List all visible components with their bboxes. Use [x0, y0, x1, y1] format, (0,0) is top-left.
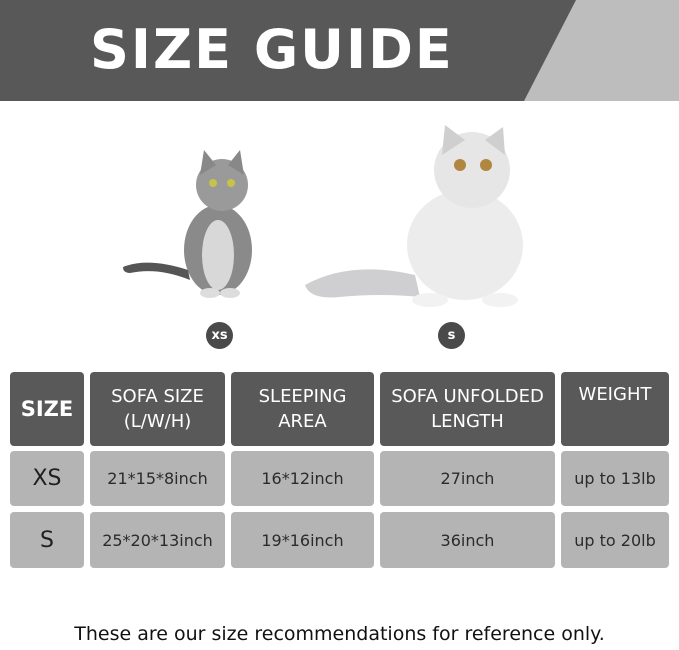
row-s-sleeping-area: 19*16inch: [231, 512, 374, 568]
row-xs-sofa-size: 21*15*8inch: [90, 451, 225, 506]
size-badge-s: s: [438, 322, 465, 349]
header-weight: WEIGHT: [561, 372, 669, 446]
header-sleeping-area: SLEEPING AREA: [231, 372, 374, 446]
persian-cat-image: [305, 125, 523, 307]
size-badge-xs: xs: [206, 322, 233, 349]
header-accent-stripe: [524, 0, 679, 101]
row-s-size: S: [10, 512, 84, 568]
row-s-weight: up to 20lb: [561, 512, 669, 568]
row-xs-weight: up to 13lb: [561, 451, 669, 506]
row-s-unfolded-length: 36inch: [380, 512, 555, 568]
footer-note: These are our size recommendations for r…: [74, 623, 605, 645]
row-xs-size: XS: [10, 451, 84, 506]
header-sofa-size: SOFA SIZE (L/W/H): [90, 372, 225, 446]
header-unfolded-length: SOFA UNFOLDED LENGTH: [380, 372, 555, 446]
tabby-cat-image: [123, 150, 252, 298]
row-s-sofa-size: 25*20*13inch: [90, 512, 225, 568]
header-size: SIZE: [10, 372, 84, 446]
row-xs-unfolded-length: 27inch: [380, 451, 555, 506]
row-xs-sleeping-area: 16*12inch: [231, 451, 374, 506]
page-title: SIZE GUIDE: [90, 18, 454, 81]
